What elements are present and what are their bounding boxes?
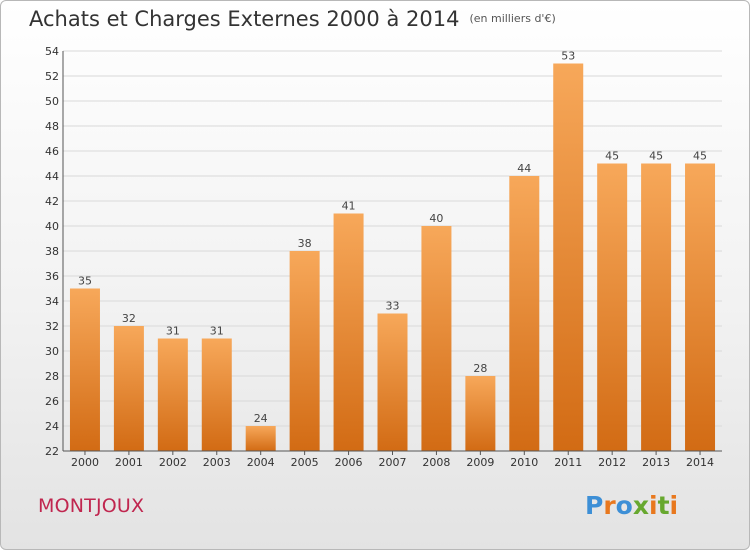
- bars: [69, 63, 716, 451]
- logo-letter: i: [669, 491, 679, 520]
- bar: [641, 163, 672, 451]
- y-tick-label: 50: [45, 95, 59, 108]
- data-label: 35: [78, 275, 92, 288]
- data-label: 28: [473, 362, 487, 375]
- bar: [465, 376, 496, 451]
- chart-title-text: Achats et Charges Externes 2000 à 2014: [29, 7, 460, 31]
- bar: [685, 163, 716, 451]
- logo-letter: o: [615, 491, 633, 520]
- x-tick-label: 2009: [466, 456, 494, 469]
- x-tick-label: 2005: [291, 456, 319, 469]
- y-tick-label: 52: [45, 70, 59, 83]
- place-name: MONTJOUX: [38, 495, 145, 517]
- logo-letter: x: [632, 491, 649, 520]
- bar: [597, 163, 628, 451]
- x-tick-label: 2014: [686, 456, 714, 469]
- axes: 22 24 26 28 30 32 34 36 38 40 42 44 46 48 50 52 54 2000 20…: [45, 45, 722, 469]
- chart-title-unit: (en milliers d'€): [469, 12, 556, 25]
- bar: [113, 326, 144, 451]
- data-label: 53: [561, 50, 575, 63]
- y-tick-label: 44: [45, 170, 59, 183]
- logo-letter: i: [649, 491, 658, 520]
- x-tick-label: 2008: [422, 456, 450, 469]
- y-tick-label: 22: [45, 445, 59, 458]
- data-label: 45: [605, 150, 619, 163]
- data-label: 33: [386, 300, 400, 313]
- data-label: 45: [649, 150, 663, 163]
- labels: 35 32 31 31 24 38 41 33 40 28 44 53 45 45 45: [78, 50, 707, 426]
- data-label: 40: [429, 212, 443, 225]
- bar: [201, 338, 232, 451]
- y-tick-label: 28: [45, 370, 59, 383]
- y-tick-label: 26: [45, 395, 59, 408]
- data-label: 31: [166, 325, 180, 338]
- y-tick-label: 34: [45, 295, 59, 308]
- x-tick-label: 2003: [203, 456, 231, 469]
- y-tick-label: 40: [45, 220, 59, 233]
- x-tick-label: 2000: [71, 456, 99, 469]
- x-tick-label: 2001: [115, 456, 143, 469]
- y-tick-label: 38: [45, 245, 59, 258]
- y-tick-label: 48: [45, 120, 59, 133]
- x-tick-label: 2013: [642, 456, 670, 469]
- x-tick-label: 2007: [379, 456, 407, 469]
- data-label: 44: [517, 162, 531, 175]
- y-tick-label: 24: [45, 420, 59, 433]
- data-label: 31: [210, 325, 224, 338]
- y-tick-label: 46: [45, 145, 59, 158]
- logo-letter: P: [585, 491, 604, 520]
- y-tick-label: 36: [45, 270, 59, 283]
- bar: [245, 426, 276, 451]
- data-label: 24: [254, 412, 268, 425]
- x-tick-label: 2004: [247, 456, 275, 469]
- x-tick-label: 2010: [510, 456, 538, 469]
- y-tick-label: 30: [45, 345, 59, 358]
- data-label: 32: [122, 312, 136, 325]
- bar: [157, 338, 188, 451]
- bar: [69, 288, 100, 451]
- proxiti-logo[interactable]: Proxiti: [585, 491, 678, 520]
- x-tick-label: 2002: [159, 456, 187, 469]
- x-tick-label: 2012: [598, 456, 626, 469]
- data-label: 45: [693, 150, 707, 163]
- logo-letter: t: [657, 491, 670, 520]
- logo-letter: r: [603, 491, 616, 520]
- data-label: 38: [298, 237, 312, 250]
- x-tick-label: 2006: [335, 456, 363, 469]
- bar: [553, 63, 584, 451]
- y-tick-label: 42: [45, 195, 59, 208]
- data-label: 41: [342, 200, 356, 213]
- bar: [421, 226, 452, 451]
- bar: [377, 313, 408, 451]
- x-tick-label: 2011: [554, 456, 582, 469]
- y-tick-label: 54: [45, 45, 59, 58]
- bar: [333, 213, 364, 451]
- bar: [509, 176, 540, 451]
- bar: [289, 251, 320, 451]
- y-tick-label: 32: [45, 320, 59, 333]
- chart-title: Achats et Charges Externes 2000 à 2014 (e…: [29, 7, 556, 31]
